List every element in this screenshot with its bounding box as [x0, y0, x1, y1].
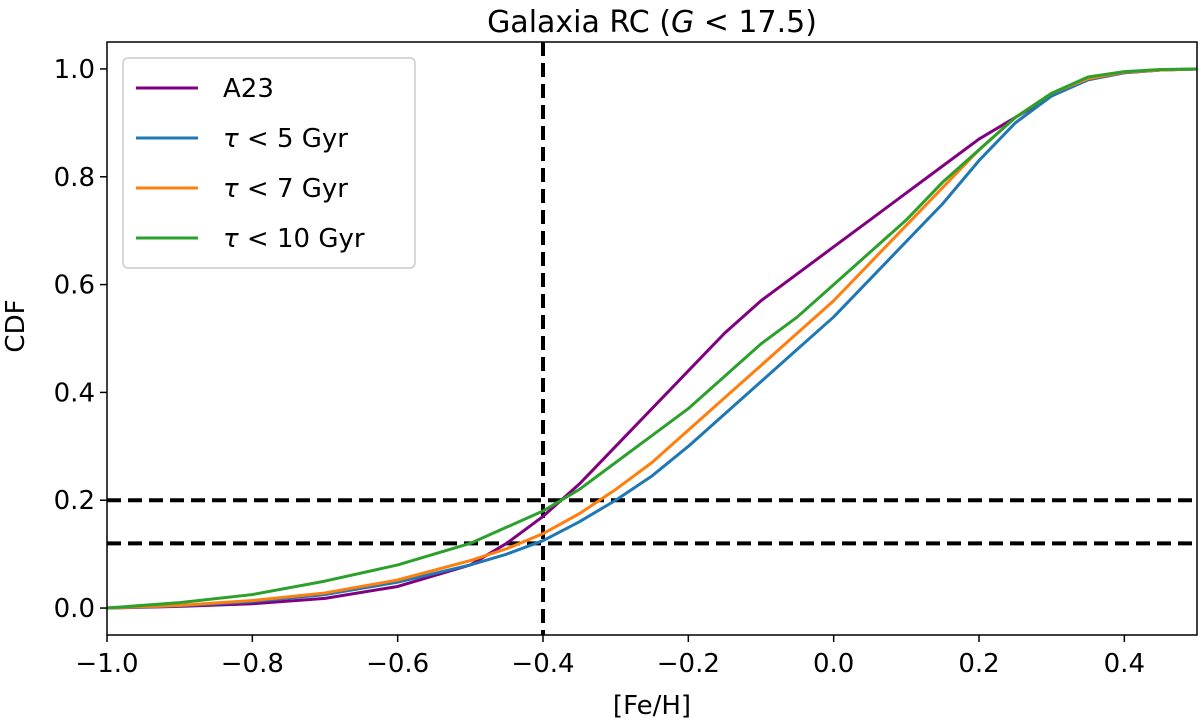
y-axis: 0.0 0.2 0.4 0.6 0.8 1.0 [54, 55, 107, 624]
series-line-3 [106, 67, 1198, 610]
y-tick-label: 0.8 [54, 163, 95, 193]
legend-label-0: A23 [223, 74, 274, 104]
series-lines [106, 67, 1198, 610]
x-tick-label: −0.8 [221, 649, 284, 679]
x-tick-label: −0.2 [657, 649, 720, 679]
legend-box [122, 57, 416, 269]
x-tick-label: −0.4 [511, 649, 574, 679]
legend-label-1: τ < 5 Gyr [223, 124, 348, 154]
series-line-1 [106, 67, 1198, 610]
legend-label-2: τ < 7 Gyr [223, 174, 348, 204]
plot-area [106, 42, 1198, 635]
y-tick-label: 0.6 [54, 271, 95, 301]
legend: A23 τ < 5 Gyr τ < 7 Gyr τ < 10 Gyr [122, 57, 416, 269]
x-tick-label: 0.0 [813, 649, 854, 679]
x-tick-label: −0.6 [366, 649, 429, 679]
y-tick-label: 0.0 [54, 594, 95, 624]
reference-lines [107, 42, 1197, 635]
y-axis-label: CDF [1, 299, 31, 352]
x-tick-label: −1.0 [75, 649, 138, 679]
x-tick-label: 0.2 [958, 649, 999, 679]
y-tick-label: 1.0 [54, 55, 95, 85]
y-tick-label: 0.2 [54, 486, 95, 516]
x-axis-label: [Fe/H] [613, 691, 691, 721]
y-tick-label: 0.4 [54, 378, 95, 408]
chart-title: Galaxia RC (G < 17.5) [487, 5, 817, 40]
legend-label-3: τ < 10 Gyr [223, 224, 365, 254]
x-axis: −1.0 −0.8 −0.6 −0.4 −0.2 0.0 0.2 0.4 [75, 635, 1145, 679]
x-tick-label: 0.4 [1104, 649, 1145, 679]
plot-frame [106, 41, 1198, 636]
